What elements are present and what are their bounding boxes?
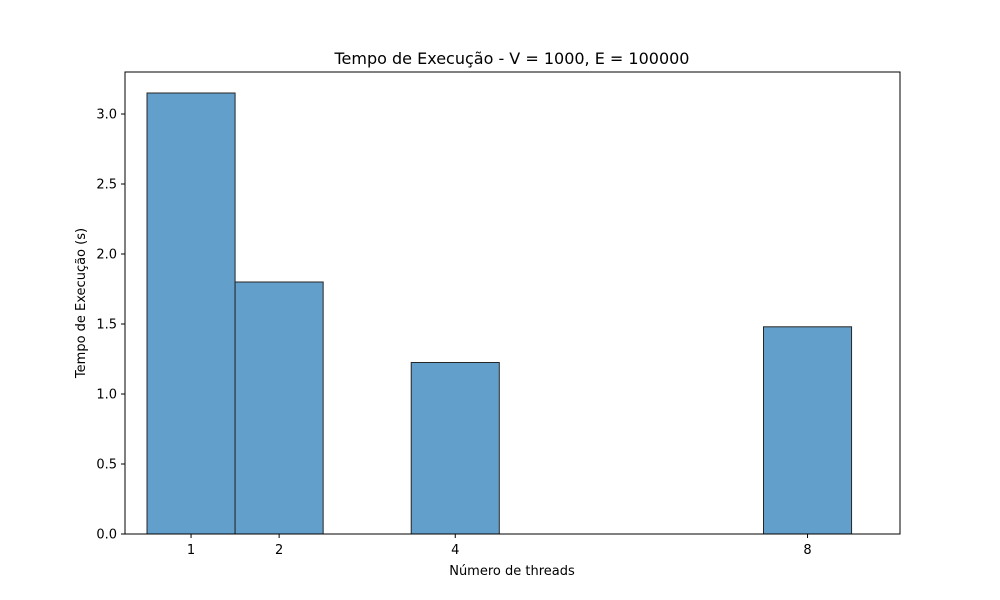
bar-threads-8 [762,326,853,535]
y-tick-label: 1.0 [96,388,117,403]
bar-threads-1 [146,92,236,535]
y-tick-label: 3.0 [96,108,117,123]
plot-frame [124,71,901,535]
y-tick-label: 2.5 [96,178,117,193]
bars-group [146,92,853,535]
x-tick-label: 8 [803,543,811,558]
y-tick-label: 1.5 [96,318,117,333]
x-tick-label: 2 [275,543,283,558]
y-axis-ticks: 0.0 0.5 1.0 1.5 2.0 2.5 3.0 [96,108,125,543]
bar-threads-2 [234,281,324,535]
bar-threads-4 [410,362,500,535]
x-tick-label: 4 [451,543,459,558]
x-axis-label: Número de threads [449,564,575,579]
y-tick-label: 0.0 [96,528,117,543]
y-axis-label: Tempo de Execução (s) [74,228,89,379]
y-tick-label: 0.5 [96,458,117,473]
chart-title: Tempo de Execução - V = 1000, E = 100000 [334,49,690,68]
y-tick-label: 2.0 [96,248,117,263]
x-tick-label: 1 [187,543,195,558]
x-axis-ticks: 1 2 4 8 [187,534,812,558]
